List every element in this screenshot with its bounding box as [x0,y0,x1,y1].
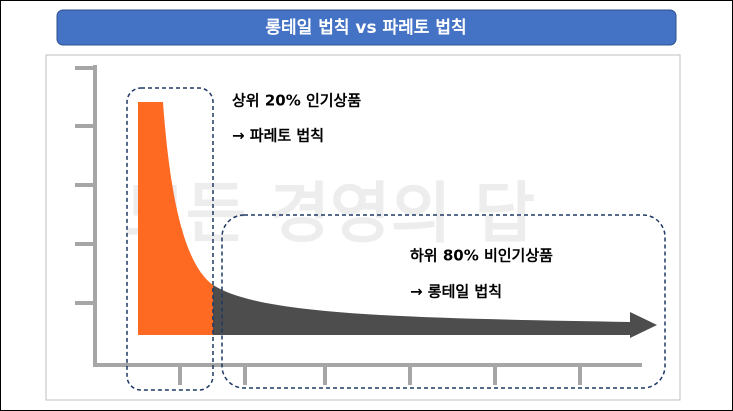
tail-box [221,214,666,389]
tail-area [213,285,657,338]
axes [75,65,642,385]
label: 하위 80% 비인기상품 [410,247,553,265]
label: 상위 20% 인기상품 [232,92,361,110]
head-area [138,102,213,335]
head-box [126,87,214,391]
label: → 파레토 법칙 [232,127,324,145]
title: 롱테일 법칙 vs 파레토 법칙 [265,18,466,38]
watermark: 모든 경영의 답 [125,175,535,252]
label: → 롱테일 법칙 [410,283,502,301]
title-bar [56,9,677,46]
